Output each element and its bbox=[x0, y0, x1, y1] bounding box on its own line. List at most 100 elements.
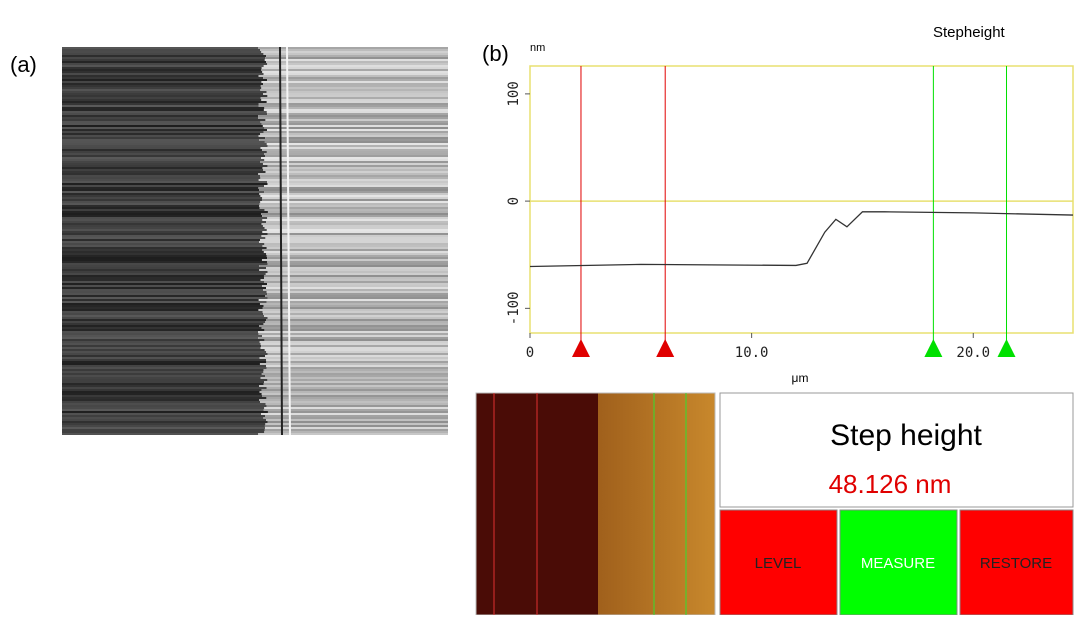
stripe bbox=[264, 185, 448, 187]
stripe bbox=[259, 269, 448, 271]
stripe bbox=[62, 415, 266, 417]
stripe bbox=[267, 317, 448, 319]
panel-label: (a) bbox=[10, 52, 37, 77]
stripe bbox=[62, 273, 266, 275]
stripe bbox=[62, 201, 261, 203]
stripe bbox=[259, 205, 448, 207]
stripe bbox=[62, 47, 259, 49]
stripe bbox=[62, 365, 267, 367]
stripe bbox=[62, 197, 263, 199]
button[interactable] bbox=[839, 509, 958, 616]
stripe bbox=[62, 99, 262, 101]
stripe bbox=[261, 199, 448, 201]
stripe bbox=[260, 89, 448, 91]
stripe bbox=[264, 329, 448, 331]
stripe bbox=[62, 55, 267, 57]
stripe bbox=[62, 215, 263, 217]
stripe bbox=[62, 241, 260, 243]
result-title: Step height bbox=[830, 419, 982, 452]
x-tick-label: 20.0 bbox=[956, 345, 990, 361]
stripe bbox=[62, 267, 267, 269]
stripe bbox=[62, 325, 260, 327]
button[interactable] bbox=[959, 509, 1074, 616]
stripe bbox=[267, 263, 448, 265]
stripe bbox=[62, 91, 267, 93]
y-tick-label: 0 bbox=[506, 197, 522, 205]
window-title: Stepheight bbox=[933, 24, 1006, 41]
stripe bbox=[62, 423, 266, 425]
stripe bbox=[62, 81, 262, 83]
stripe bbox=[261, 373, 448, 375]
stripe bbox=[62, 359, 267, 361]
button[interactable] bbox=[719, 509, 838, 616]
panel-label: (b) bbox=[482, 41, 509, 66]
stripe bbox=[62, 301, 267, 303]
stripe bbox=[62, 69, 262, 71]
stripe bbox=[62, 251, 264, 253]
stripe bbox=[62, 329, 265, 331]
stripe bbox=[62, 123, 262, 125]
stripe bbox=[62, 79, 268, 81]
stripe bbox=[261, 123, 448, 125]
stripe bbox=[62, 309, 259, 311]
stripe bbox=[266, 101, 448, 103]
button-label[interactable]: RESTORE bbox=[980, 555, 1052, 572]
stripe bbox=[62, 431, 265, 433]
stripe bbox=[62, 383, 264, 385]
stripe bbox=[62, 363, 260, 365]
cursor-marker bbox=[924, 339, 943, 357]
stripe bbox=[62, 279, 261, 281]
x-tick-label: 10.0 bbox=[735, 345, 769, 361]
stripe bbox=[62, 95, 268, 97]
stripe bbox=[266, 55, 448, 57]
stripe bbox=[62, 77, 264, 79]
stripe bbox=[62, 387, 267, 389]
stripe bbox=[62, 171, 266, 173]
stripe bbox=[62, 127, 265, 129]
stripe bbox=[62, 227, 265, 229]
stripe bbox=[62, 51, 262, 53]
stripe bbox=[267, 379, 448, 381]
stripe bbox=[62, 113, 268, 115]
stripe bbox=[62, 87, 262, 89]
stripe bbox=[62, 321, 266, 323]
stripe bbox=[258, 47, 448, 49]
height-map bbox=[475, 392, 716, 616]
stripe bbox=[263, 169, 448, 171]
stripe bbox=[263, 323, 448, 325]
stripe bbox=[62, 61, 267, 63]
button-label[interactable]: MEASURE bbox=[861, 555, 935, 572]
stripe bbox=[62, 247, 267, 249]
stripe bbox=[62, 285, 263, 287]
stripe bbox=[62, 231, 263, 233]
stripe bbox=[62, 297, 268, 299]
stripe bbox=[62, 65, 264, 67]
stripe bbox=[263, 289, 448, 291]
button-label[interactable]: LEVEL bbox=[755, 555, 802, 572]
stripe bbox=[62, 101, 267, 103]
stripe bbox=[62, 111, 267, 113]
stripe bbox=[62, 221, 267, 223]
stripe bbox=[62, 173, 259, 175]
stripe bbox=[62, 351, 267, 353]
stripe bbox=[267, 271, 448, 273]
stripe bbox=[266, 143, 448, 145]
stripe bbox=[262, 395, 448, 397]
stripe bbox=[267, 411, 448, 413]
stripe bbox=[262, 249, 448, 251]
stripe bbox=[62, 235, 262, 237]
stripe bbox=[62, 397, 267, 399]
stripe bbox=[62, 269, 260, 271]
stripe bbox=[62, 53, 264, 55]
stripe bbox=[62, 295, 266, 297]
stripe bbox=[263, 131, 448, 133]
stripe bbox=[62, 175, 261, 177]
stripe bbox=[267, 145, 448, 147]
stripe bbox=[62, 253, 267, 255]
stripe bbox=[262, 219, 448, 221]
stripe bbox=[259, 391, 448, 393]
stripe bbox=[265, 415, 448, 417]
stripe bbox=[62, 225, 263, 227]
stripe bbox=[62, 367, 267, 369]
afm-image bbox=[62, 46, 448, 436]
